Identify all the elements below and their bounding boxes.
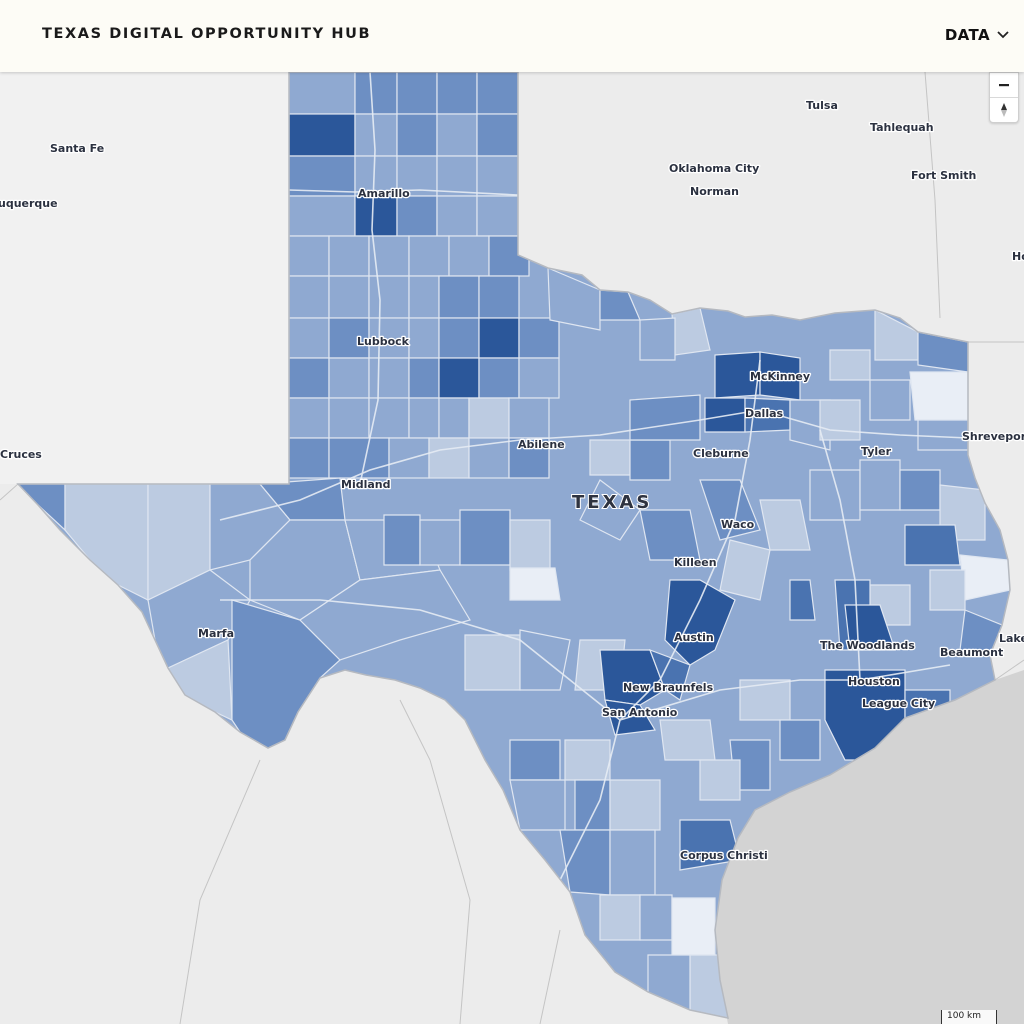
chevron-down-icon xyxy=(997,31,1009,39)
city-label: San Antonio xyxy=(602,706,678,719)
city-label: Houston xyxy=(848,675,900,688)
minus-icon xyxy=(999,84,1009,87)
city-label: Corpus Christi xyxy=(680,849,768,862)
city-label: Amarillo xyxy=(358,187,410,200)
city-label: Santa Fe xyxy=(50,142,104,155)
compass-icon xyxy=(1001,103,1007,117)
city-label: Marfa xyxy=(198,627,234,640)
city-label: League City xyxy=(862,697,935,710)
reset-north-button[interactable] xyxy=(990,98,1018,122)
city-label: Ho xyxy=(1012,250,1024,263)
city-label: Waco xyxy=(721,518,755,531)
city-label: uquerque xyxy=(0,197,58,210)
new-mexico-area xyxy=(0,72,289,484)
state-label: TEXAS xyxy=(572,492,652,513)
city-label: Norman xyxy=(690,185,739,198)
zoom-control xyxy=(989,72,1019,123)
city-label: Shreveport xyxy=(962,430,1024,443)
zoom-divider xyxy=(990,97,1018,98)
city-label: McKinney xyxy=(750,370,810,383)
city-label: Tulsa xyxy=(806,99,838,112)
data-menu-button[interactable]: DATA xyxy=(945,22,1010,48)
city-label: Tyler xyxy=(861,445,892,458)
city-label: Cruces xyxy=(0,448,42,461)
city-label: Fort Smith xyxy=(911,169,976,182)
city-label: The Woodlands xyxy=(820,639,915,652)
city-labels: Amarillo Lubbock Abilene Midland McKinne… xyxy=(0,98,1024,864)
city-label: Lubbock xyxy=(357,335,410,348)
map-canvas[interactable]: Amarillo Lubbock Abilene Midland McKinne… xyxy=(0,72,1024,1024)
zoom-out-button[interactable] xyxy=(990,73,1018,97)
city-label: Oklahoma City xyxy=(669,162,759,175)
data-menu-label: DATA xyxy=(944,26,990,44)
city-label: Lake xyxy=(999,632,1024,645)
scale-label: 100 km xyxy=(947,1011,982,1021)
scale-bar: 100 km xyxy=(941,1010,997,1024)
city-label: Killeen xyxy=(674,556,717,569)
gulf-of-mexico xyxy=(715,670,1024,1024)
city-label: Abilene xyxy=(518,438,565,451)
city-label: Tahlequah xyxy=(870,121,934,134)
city-label: Midland xyxy=(341,478,391,491)
app-header: TEXAS DIGITAL OPPORTUNITY HUB DATA xyxy=(0,0,1024,72)
app-title[interactable]: TEXAS DIGITAL OPPORTUNITY HUB xyxy=(42,26,372,42)
city-label: Austin xyxy=(674,631,714,644)
city-label: Dallas xyxy=(745,407,784,420)
city-label: Cleburne xyxy=(693,447,749,460)
map-view[interactable]: Amarillo Lubbock Abilene Midland McKinne… xyxy=(0,72,1024,1024)
city-label: New Braunfels xyxy=(623,681,714,694)
city-label: Beaumont xyxy=(940,646,1003,659)
